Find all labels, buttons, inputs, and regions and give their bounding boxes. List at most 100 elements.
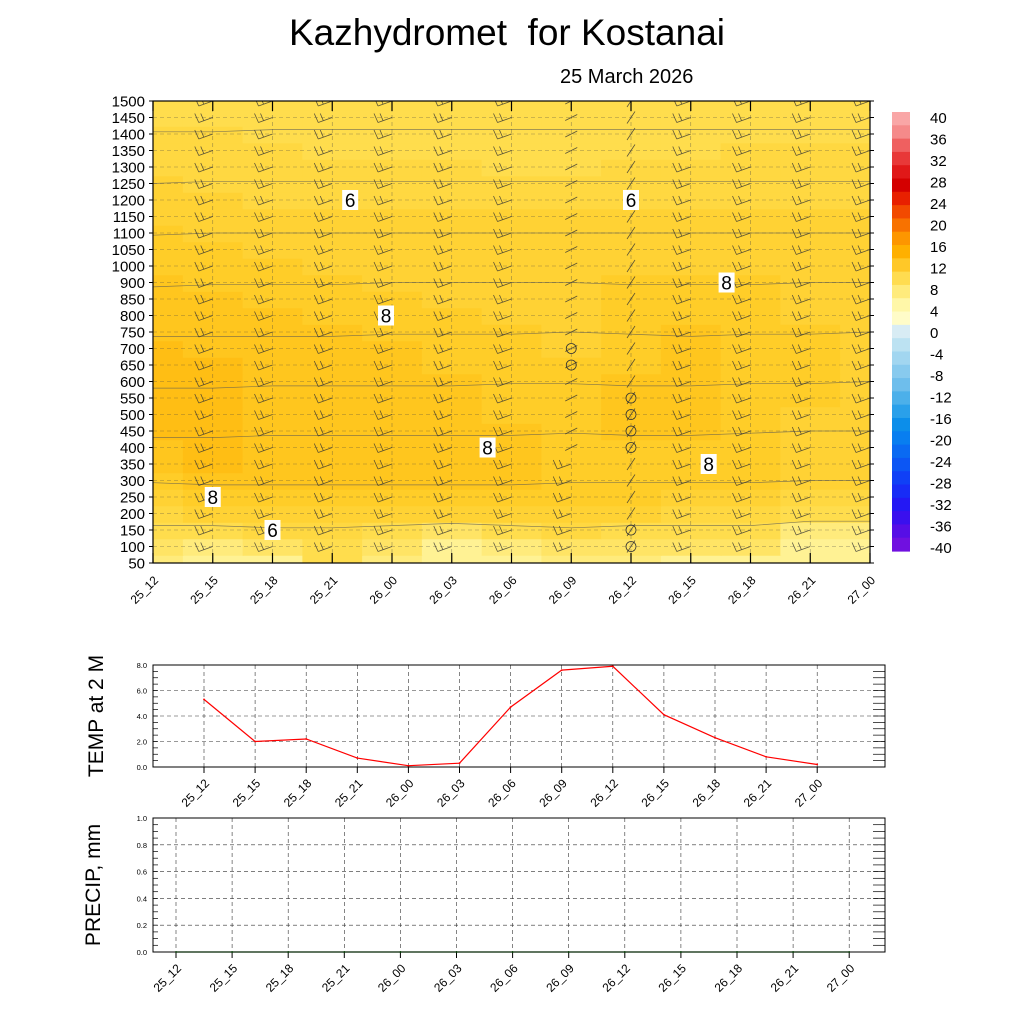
wind-barb (851, 426, 870, 437)
heatmap-cell (780, 472, 842, 490)
wind-barb (672, 179, 691, 189)
wind-barb (194, 393, 213, 404)
wind-barb (493, 410, 512, 420)
wind-barb (493, 377, 512, 387)
wind-barb (194, 179, 213, 189)
heatmap-cell (601, 125, 662, 144)
x-tick-label: 26_18 (712, 961, 746, 995)
x-tick-label: 26_18 (725, 573, 759, 607)
wind-barb (791, 228, 811, 239)
heatmap-cell (481, 224, 543, 243)
wind-barb (851, 129, 870, 140)
heatmap-cell (242, 455, 304, 474)
wind-barb (373, 228, 393, 239)
wind-barb (313, 459, 333, 470)
calm-wind-circle (625, 425, 637, 437)
wind-barb (791, 459, 811, 470)
heatmap-cell (541, 373, 603, 391)
wind-barb (791, 245, 811, 255)
heatmap-cell (840, 505, 870, 523)
heatmap-cell (720, 142, 782, 160)
colorbar-label: -32 (930, 497, 952, 514)
heatmap-cell (153, 241, 184, 259)
wind-barb (791, 179, 811, 189)
wind-barb (373, 393, 393, 404)
heatmap-cell (153, 422, 184, 441)
wind-barb (254, 212, 273, 222)
heatmap-cell (720, 274, 782, 292)
heatmap-cell (780, 208, 842, 226)
wind-barb (313, 426, 333, 437)
heatmap-cell (481, 158, 543, 177)
heatmap-cell (362, 472, 423, 490)
heatmap-cell (182, 274, 244, 292)
y-tick-label: 150 (120, 523, 145, 540)
colorbar-label: 20 (930, 218, 947, 235)
contour-label: 8 (381, 307, 392, 328)
data-point (458, 762, 461, 765)
heatmap-cell (660, 439, 722, 457)
heatmap-cell (153, 290, 184, 309)
wind-barb (493, 459, 512, 470)
wind-barb (373, 212, 393, 222)
colorbar-label: -24 (930, 454, 952, 471)
wind-barb (194, 509, 213, 519)
heatmap-cell (481, 373, 543, 391)
wind-barb (672, 228, 691, 239)
heatmap-cell (481, 125, 543, 144)
colorbar-label: -36 (930, 519, 952, 536)
wind-barb (433, 212, 452, 222)
wind-barb (851, 179, 870, 189)
wind-barb (313, 525, 333, 536)
heatmap-cell (840, 521, 870, 540)
wind-barb (313, 311, 333, 321)
heatmap-cell (153, 406, 184, 424)
wind-barb (626, 457, 636, 471)
heatmap-cell (242, 208, 304, 226)
colorbar-swatch (892, 431, 910, 446)
heatmap-cell (840, 224, 870, 243)
wind-barb (254, 261, 273, 272)
heatmap-cell (720, 323, 782, 342)
wind-barb (194, 228, 213, 239)
wind-barb (672, 410, 691, 420)
wind-barb (313, 261, 333, 272)
heatmap-cell (720, 455, 782, 474)
heatmap-cell (840, 488, 870, 507)
wind-barb (732, 377, 751, 387)
wind-barb (373, 278, 393, 288)
wind-barb (732, 525, 751, 536)
chart-date: 25 March 2026 (560, 66, 694, 88)
wind-barb (194, 360, 213, 371)
heatmap-cell (242, 323, 304, 342)
wind-barb (373, 261, 393, 272)
wind-barb (254, 113, 273, 123)
wind-barb (433, 261, 452, 272)
heatmap-cell (481, 488, 543, 507)
heatmap-cell (541, 125, 603, 144)
heatmap-cell (242, 191, 304, 210)
wind-barb (851, 509, 870, 519)
y-tick-label: 0.4 (137, 894, 147, 903)
heatmap-cell (242, 290, 304, 309)
wind-barb (732, 410, 751, 420)
wind-barb (433, 476, 452, 486)
wind-barb (791, 146, 811, 156)
heatmap-cell (362, 142, 423, 160)
wind-barb (732, 162, 751, 173)
heatmap-cell (780, 455, 842, 474)
heatmap-cell (780, 109, 842, 127)
heatmap-cell (601, 323, 662, 342)
y-axis-label: TEMP at 2 M (85, 655, 108, 777)
heatmap-cell (660, 323, 722, 342)
wind-barb (493, 393, 512, 404)
heatmap-cell (720, 538, 782, 556)
heatmap-cell (720, 158, 782, 177)
wind-barb (732, 426, 751, 437)
wind-barb (732, 212, 751, 222)
wind-barb (565, 444, 578, 451)
heatmap-cell (780, 241, 842, 259)
wind-barb (194, 129, 213, 140)
data-point (714, 736, 716, 739)
heatmap-cell (421, 109, 483, 127)
